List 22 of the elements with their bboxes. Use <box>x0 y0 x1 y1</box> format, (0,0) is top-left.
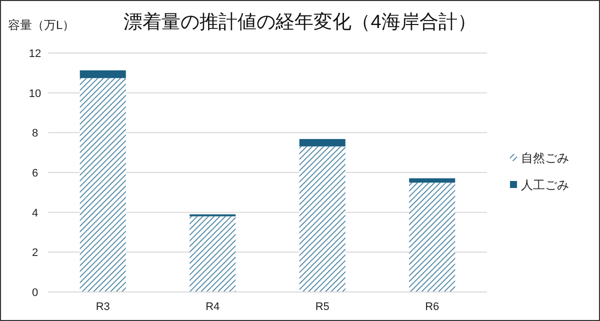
y-axis-title: 容量（万L） <box>8 18 75 32</box>
bar <box>80 78 126 292</box>
y-tick-label: 0 <box>32 287 38 299</box>
chart-title: 漂着量の推計値の経年変化（4海岸合計） <box>124 11 476 33</box>
y-tick-label: 4 <box>32 207 38 220</box>
y-tick-label: 6 <box>32 168 38 180</box>
y-tick-label: 2 <box>32 247 38 260</box>
x-tick-label: R3 <box>96 301 110 313</box>
bar <box>299 146 346 292</box>
x-tick-label: R6 <box>425 301 440 313</box>
x-tick-label: R5 <box>315 301 330 313</box>
legend-label: 人工ごみ <box>521 178 569 192</box>
bar <box>299 139 346 146</box>
bar <box>80 70 126 78</box>
x-tick-label: R4 <box>206 301 220 313</box>
bar <box>409 182 456 292</box>
legend-label: 自然ごみ <box>521 151 569 165</box>
y-tick-label: 12 <box>28 48 42 60</box>
y-tick-label: 8 <box>32 128 38 140</box>
bar <box>409 178 456 183</box>
bar <box>190 216 236 292</box>
y-tick-label: 10 <box>28 88 42 100</box>
